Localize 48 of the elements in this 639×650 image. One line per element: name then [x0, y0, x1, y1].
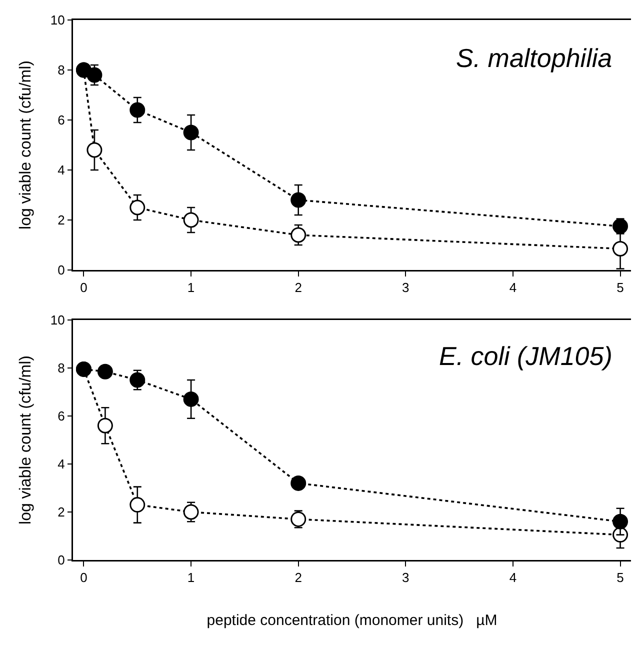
- y-tick-label: 10: [50, 312, 65, 328]
- point: [612, 218, 628, 234]
- x-tick-label: 4: [509, 570, 517, 586]
- point: [183, 212, 199, 228]
- point: [183, 504, 199, 520]
- point: [290, 227, 306, 243]
- point: [130, 200, 146, 216]
- point: [97, 364, 113, 380]
- y-tick-label: 8: [58, 360, 65, 376]
- point: [290, 192, 306, 208]
- x-axis-title: peptide concentration (monomer units) µM: [206, 612, 498, 629]
- point: [612, 241, 628, 256]
- y-tick-label: 4: [58, 456, 65, 472]
- x-tick-label: 4: [509, 280, 517, 296]
- y-tick-label: 4: [58, 162, 65, 178]
- x-tick-label: 0: [80, 280, 88, 296]
- y-tick-label: 2: [58, 212, 65, 228]
- x-tick-label: 1: [187, 280, 195, 296]
- point: [130, 497, 146, 513]
- y-tick-label: 0: [58, 552, 65, 568]
- point: [183, 391, 199, 407]
- y-tick-label: 6: [58, 408, 65, 424]
- point: [130, 372, 146, 388]
- point: [183, 124, 199, 140]
- annotation: E. coli (JM105): [439, 341, 612, 371]
- x-tick-label: 2: [294, 570, 302, 586]
- point: [290, 511, 306, 527]
- x-tick-label: 2: [294, 280, 302, 296]
- annotation: S. maltophilia: [456, 43, 612, 73]
- point: [86, 67, 102, 83]
- point: [612, 514, 628, 530]
- y-axis-title: log viable count (cfu/ml): [18, 356, 34, 524]
- x-tick-label: 5: [616, 570, 624, 586]
- point: [97, 418, 113, 434]
- y-axis-title: log viable count (cfu/ml): [18, 60, 34, 230]
- y-tick-label: 8: [58, 62, 65, 78]
- x-tick-label: 3: [402, 570, 410, 586]
- x-tick-label: 5: [616, 280, 624, 296]
- point: [130, 102, 146, 118]
- y-tick-label: 6: [58, 112, 65, 128]
- x-tick-label: 1: [187, 570, 195, 586]
- y-tick-label: 10: [50, 12, 65, 28]
- point: [290, 475, 306, 491]
- x-tick-label: 0: [80, 570, 88, 586]
- x-tick-label: 3: [402, 280, 410, 296]
- y-tick-label: 2: [58, 504, 65, 520]
- y-tick-label: 0: [58, 262, 65, 278]
- point: [86, 142, 102, 158]
